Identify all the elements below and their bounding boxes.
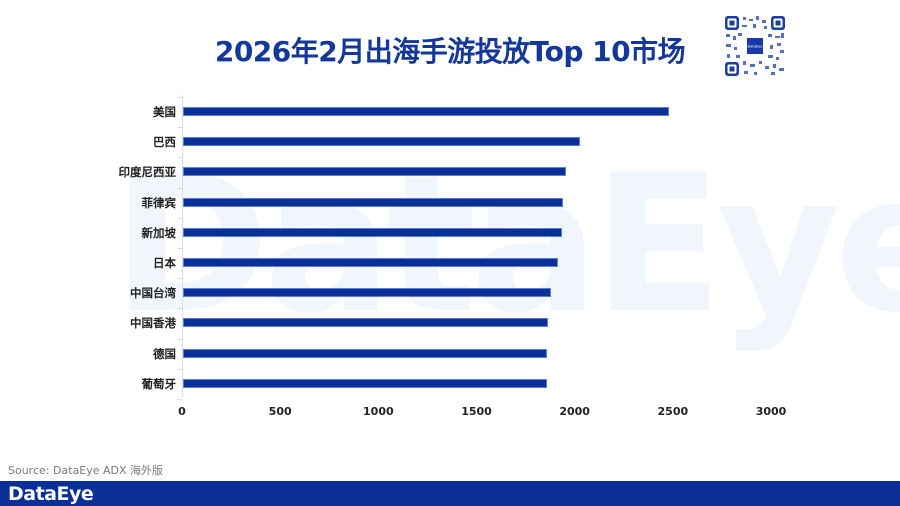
bar-row: 中国台湾 xyxy=(0,278,900,308)
footer-logo: DataEye xyxy=(8,483,94,505)
svg-text:DataEye: DataEye xyxy=(748,45,763,49)
category-label: 德国 xyxy=(153,346,176,361)
bar-row: 美国 xyxy=(0,97,900,127)
bar-row: 巴西 xyxy=(0,127,900,157)
bar-row: 中国香港 xyxy=(0,308,900,338)
bar xyxy=(183,348,548,358)
bar-row: 印度尼西亚 xyxy=(0,157,900,187)
y-axis-tick xyxy=(177,399,182,400)
bar-row: 日本 xyxy=(0,248,900,278)
y-axis-tick xyxy=(177,278,182,280)
x-axis-tick-label: 1000 xyxy=(363,405,394,418)
x-axis-tick-label: 2500 xyxy=(657,405,689,418)
bar xyxy=(183,288,552,298)
y-axis-tick xyxy=(177,127,182,129)
footer-bar: DataEye xyxy=(0,481,900,506)
category-label: 巴西 xyxy=(153,135,176,150)
y-axis-tick xyxy=(177,368,182,370)
bar xyxy=(183,197,564,207)
y-axis-tick xyxy=(177,157,182,159)
x-axis-tick-label: 1500 xyxy=(461,405,492,418)
x-axis-tick-label: 0 xyxy=(178,405,186,418)
bar xyxy=(183,227,562,237)
x-axis-tick-label: 500 xyxy=(268,405,292,418)
source-note: Source: DataEye ADX 海外版 xyxy=(8,464,163,477)
category-label: 印度尼西亚 xyxy=(118,165,177,180)
y-axis-tick xyxy=(177,308,182,310)
category-label: 美国 xyxy=(153,105,176,119)
y-axis-line xyxy=(182,95,183,397)
watermark-logo: DataEye xyxy=(112,134,900,355)
bar xyxy=(183,378,547,388)
bar xyxy=(183,318,549,328)
y-axis-tick xyxy=(177,248,182,249)
bar xyxy=(183,167,567,177)
bar xyxy=(183,107,669,116)
y-axis-tick xyxy=(177,338,182,340)
chart-title: 2026年2月出海手游投放Top 10市场 xyxy=(214,35,686,68)
bar-row: 新加坡 xyxy=(0,218,900,248)
category-label: 新加坡 xyxy=(141,225,177,240)
y-axis-tick xyxy=(177,217,182,219)
y-axis-tick xyxy=(177,97,182,98)
bar xyxy=(183,258,558,267)
x-axis-tick-label: 2000 xyxy=(559,405,590,418)
category-label: 中国台湾 xyxy=(130,286,176,301)
x-axis-tick-label: 3000 xyxy=(755,405,787,418)
qr-code-icon: DataEye xyxy=(723,14,787,78)
category-label: 菲律宾 xyxy=(141,195,177,210)
bar-chart: 美国巴西印度尼西亚菲律宾新加坡日本中国台湾中国香港德国葡萄牙 0 500 1000 15… xyxy=(0,95,900,418)
y-axis-tick xyxy=(177,187,182,189)
category-label: 葡萄牙 xyxy=(141,376,177,391)
bar xyxy=(183,137,580,147)
bar-row: 德国 xyxy=(0,339,900,369)
bar-row: 菲律宾 xyxy=(0,188,900,218)
category-label: 中国香港 xyxy=(130,316,176,331)
bar-row: 葡萄牙 xyxy=(0,369,900,399)
category-label: 日本 xyxy=(153,256,176,270)
